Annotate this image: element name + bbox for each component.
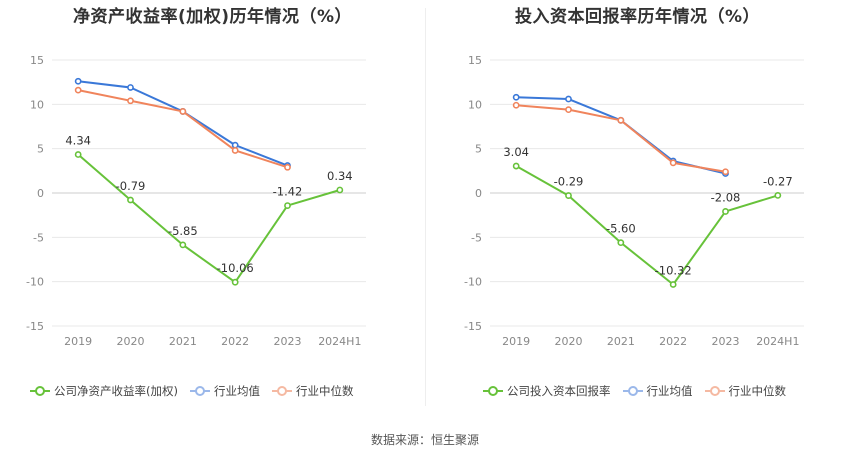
y-tick-label: -10 xyxy=(26,276,44,289)
x-tick-label: 2019 xyxy=(64,335,92,348)
data-point-median xyxy=(722,168,729,176)
data-point-median xyxy=(284,163,291,171)
data-label: -0.29 xyxy=(554,175,584,189)
x-tick-label: 2023 xyxy=(274,335,302,348)
x-tick-label: 2022 xyxy=(659,335,687,348)
data-point-company xyxy=(565,192,572,199)
series-line-company xyxy=(515,165,779,286)
data-point-avg xyxy=(231,141,239,149)
legend-marker-avg xyxy=(622,386,643,396)
legend-marker-avg xyxy=(189,386,210,396)
data-point-median xyxy=(565,106,572,114)
data-point-median xyxy=(179,108,187,115)
data-label: -2.08 xyxy=(711,190,741,204)
data-point-company xyxy=(231,278,239,286)
legend-label-median: 行业中位数 xyxy=(295,384,354,398)
data-label: 3.04 xyxy=(503,145,529,159)
series-line-median xyxy=(77,89,288,169)
data-source: 数据来源：恒生聚源 xyxy=(370,433,479,447)
data-point-median xyxy=(127,97,134,105)
data-point-avg xyxy=(565,95,572,103)
legend-label-avg: 行业均值 xyxy=(646,384,693,398)
legend-label-company: 公司净资产收益率(加权) xyxy=(54,384,178,398)
data-label: -5.85 xyxy=(168,224,198,238)
data-point-company xyxy=(179,241,187,249)
data-point-company xyxy=(284,202,291,209)
y-tick-label: -15 xyxy=(26,320,44,333)
data-point-avg xyxy=(127,84,134,91)
data-point-median xyxy=(669,159,677,167)
y-tick-label: -5 xyxy=(471,231,482,244)
data-point-median xyxy=(617,116,625,124)
data-label: -0.27 xyxy=(763,174,793,188)
legend-label-company: 公司投入资本回报率 xyxy=(507,384,611,398)
panel-divider xyxy=(425,8,426,406)
y-tick-label: 10 xyxy=(30,98,44,111)
legend-marker-median xyxy=(271,386,292,396)
data-point-company xyxy=(127,196,134,204)
data-label: -10.32 xyxy=(655,264,692,278)
legend-marker-company xyxy=(30,386,50,396)
data-point-company xyxy=(617,239,625,247)
roic-chart-plot: 15 10 5 0 -5 -10 -15 2019 2020 2021 2022 2023 2024H1… xyxy=(464,54,804,348)
data-point-company xyxy=(512,162,520,170)
y-tick-label: 15 xyxy=(30,54,44,67)
roe-chart-plot: 15 10 5 0 -5 -10 -15 2019 2020 2021 2022 2023 2024H1… xyxy=(26,54,366,348)
data-label: 0.34 xyxy=(327,169,353,183)
data-label: -10.06 xyxy=(217,261,254,275)
legend-marker-median xyxy=(704,386,725,396)
data-point-avg xyxy=(74,77,82,85)
legend-item-avg[interactable]: 行业均值 xyxy=(189,383,260,399)
y-tick-label: 5 xyxy=(37,143,44,156)
y-tick-label: -10 xyxy=(464,276,482,289)
legend-item-median[interactable]: 行业中位数 xyxy=(704,383,787,399)
legend-label-median: 行业中位数 xyxy=(728,384,787,398)
chart-title: 净资产收益率(加权)历年情况（%） xyxy=(72,7,353,27)
y-tick-label: 5 xyxy=(475,143,482,156)
data-point-median xyxy=(231,147,239,154)
chart-title: 投入资本回报率历年情况（%） xyxy=(514,7,761,27)
roic-chart-panel: 投入资本回报率历年情况（%） 15 10 5 0 -5 -10 -15 2019 2020 202… xyxy=(425,0,850,410)
x-tick-label: 2021 xyxy=(169,335,197,348)
legend-item-company[interactable]: 公司投入资本回报率 xyxy=(483,383,611,399)
y-tick-label: 0 xyxy=(475,187,482,200)
y-tick-label: 15 xyxy=(468,54,482,67)
y-tick-label: 10 xyxy=(468,98,482,111)
x-tick-label: 2024H1 xyxy=(756,335,799,348)
data-point-company xyxy=(336,186,344,194)
legend-marker-company xyxy=(483,386,503,396)
data-point-median xyxy=(512,101,520,109)
legend-item-avg[interactable]: 行业均值 xyxy=(622,383,693,399)
x-tick-label: 2020 xyxy=(555,335,583,348)
legend-label-avg: 行业均值 xyxy=(213,384,260,398)
series-line-avg xyxy=(78,80,288,167)
x-tick-label: 2024H1 xyxy=(318,335,361,348)
legend-item-median[interactable]: 行业中位数 xyxy=(271,383,354,399)
y-tick-label: 0 xyxy=(37,187,44,200)
series-line-company xyxy=(77,153,341,284)
x-tick-label: 2020 xyxy=(117,335,145,348)
legend-item-company[interactable]: 公司净资产收益率(加权) xyxy=(30,383,178,399)
x-tick-label: 2021 xyxy=(607,335,635,348)
x-tick-label: 2019 xyxy=(502,335,530,348)
data-point-company xyxy=(74,151,82,158)
x-tick-label: 2023 xyxy=(712,335,740,348)
x-tick-label: 2022 xyxy=(221,335,249,348)
data-label: -0.79 xyxy=(116,179,146,193)
data-label: 4.34 xyxy=(65,134,91,148)
data-point-company xyxy=(722,208,729,215)
data-label: -5.60 xyxy=(606,222,636,236)
series-line-median xyxy=(516,104,726,173)
roic-chart-legend: 公司投入资本回报率 行业均值 行业中位数 xyxy=(483,382,798,400)
y-tick-label: -15 xyxy=(464,320,482,333)
data-point-median xyxy=(74,86,82,94)
data-label: -1.42 xyxy=(273,185,303,199)
data-point-company xyxy=(774,191,782,199)
roe-chart-legend: 公司净资产收益率(加权) 行业均值 行业中位数 xyxy=(30,382,365,400)
roe-chart-panel: 净资产收益率(加权)历年情况（%） 15 10 5 0 -5 -10 -15 2019 2020… xyxy=(0,0,425,410)
y-tick-label: -5 xyxy=(33,231,44,244)
data-point-company xyxy=(669,281,677,288)
data-point-avg xyxy=(512,93,520,101)
